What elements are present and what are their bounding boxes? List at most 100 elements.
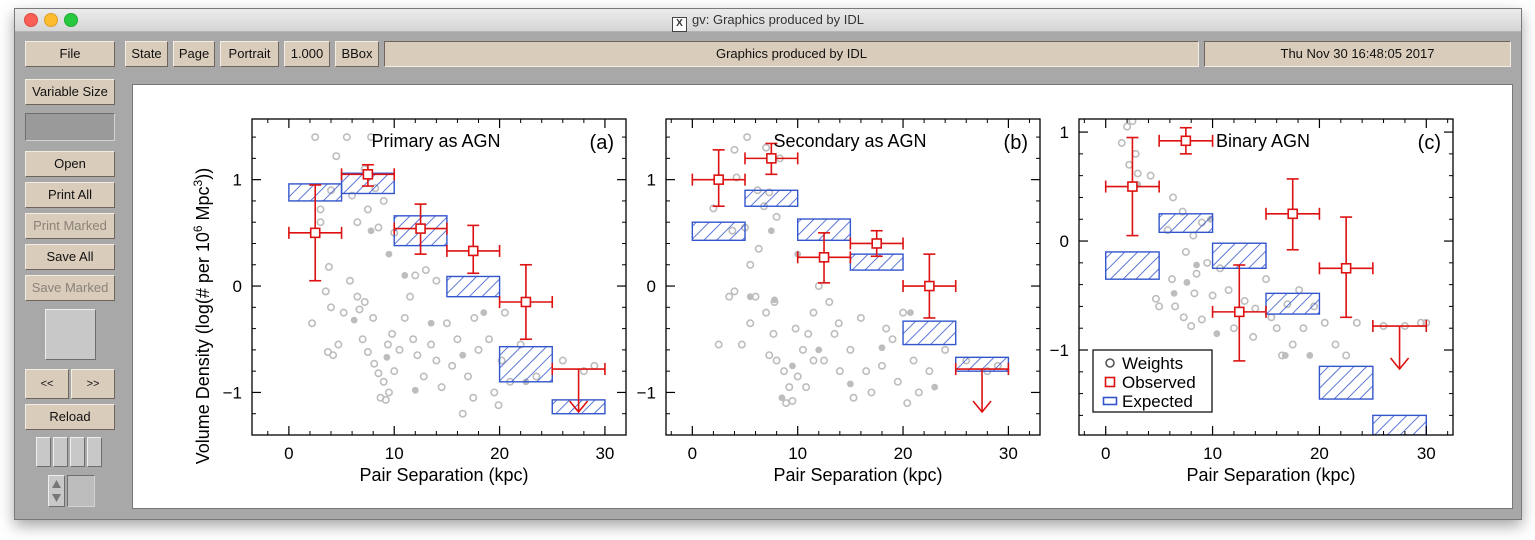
weight-point-filled: [878, 344, 886, 352]
weight-point: [809, 308, 818, 317]
weight-point: [316, 218, 325, 227]
print-all-button[interactable]: Print All: [25, 182, 115, 208]
print-marked-button[interactable]: Print Marked: [25, 213, 115, 239]
save-marked-button[interactable]: Save Marked: [25, 275, 115, 301]
mark-toggle-2[interactable]: [53, 437, 68, 467]
reload-button[interactable]: Reload: [25, 404, 115, 430]
weight-point: [1125, 160, 1134, 169]
weight-point-filled: [385, 250, 393, 258]
weight-point: [788, 396, 797, 405]
weight-point: [730, 287, 739, 296]
previous-page-button[interactable]: <<: [25, 369, 69, 399]
magstep-field[interactable]: [67, 475, 95, 507]
axes-frame: [1078, 118, 1454, 436]
page-menu-button[interactable]: Page: [173, 41, 215, 67]
variable-size-button[interactable]: Variable Size: [25, 79, 115, 105]
weight-point: [323, 348, 332, 357]
observed-marker: [818, 252, 830, 263]
magstep-arrows-icon[interactable]: [48, 475, 65, 507]
weight-point: [358, 335, 367, 344]
plot-area: [691, 133, 1010, 414]
observed-point: [340, 163, 396, 187]
weight-point: [421, 266, 430, 275]
weight-point: [419, 372, 428, 381]
weight-point: [785, 383, 794, 392]
mark-toggle-1[interactable]: [36, 437, 51, 467]
y-tick-label: 0: [647, 277, 656, 296]
page-panner[interactable]: [45, 309, 96, 360]
weight-point-filled: [383, 353, 391, 361]
weight-point: [413, 351, 422, 360]
weight-point: [1123, 122, 1132, 131]
close-window-button[interactable]: [24, 13, 38, 27]
weight-point: [406, 292, 415, 301]
legend-expected-marker: [1102, 396, 1118, 406]
chart-panel-b: 0 10 20 30 −1 0 1 Secondary as AGN (b) Pair Separ…: [637, 118, 1041, 485]
observed-point: [1265, 178, 1321, 251]
weight-point-filled: [746, 293, 754, 301]
weight-point: [334, 340, 343, 349]
weight-point: [725, 292, 734, 301]
next-page-button[interactable]: >>: [71, 369, 115, 399]
weight-point: [1251, 304, 1260, 313]
file-menu-button[interactable]: File: [25, 41, 115, 67]
weight-point: [1224, 286, 1233, 295]
weight-point-filled: [427, 319, 435, 327]
weight-point: [1272, 324, 1281, 333]
state-menu-button[interactable]: State: [125, 41, 168, 67]
legend-expected-label: Expected: [1122, 392, 1193, 411]
bbox-menu-button[interactable]: BBox: [335, 41, 379, 67]
weight-point: [379, 377, 388, 386]
upper-limit-arrow-head: [972, 400, 992, 414]
chart-title: Binary AGN: [1216, 131, 1310, 151]
weight-point: [814, 282, 823, 291]
weight-point: [590, 361, 599, 370]
x-axis-label: Pair Separation (kpc): [359, 465, 528, 485]
y-axis-label: Volume Density (log(# per 106 Mpc3)): [191, 168, 213, 465]
weight-point: [1117, 138, 1126, 147]
mark-toggle-4[interactable]: [87, 437, 102, 467]
legend-observed-label: Observed: [1122, 373, 1196, 392]
weight-point: [877, 361, 886, 370]
mark-toggle-3[interactable]: [70, 437, 85, 467]
scale-menu-button[interactable]: 1.000: [284, 41, 330, 67]
open-button[interactable]: Open: [25, 151, 115, 177]
panel-label: (a): [590, 132, 614, 154]
expected-box: [446, 275, 501, 298]
weight-point: [1203, 258, 1212, 267]
weight-point-filled: [350, 316, 358, 324]
weight-point: [802, 383, 811, 392]
weight-point: [1197, 315, 1206, 324]
upper-limit: [1372, 320, 1428, 371]
y-tick-label: 1: [233, 171, 242, 190]
minimize-window-button[interactable]: [44, 13, 58, 27]
x-tick-label: 10: [385, 444, 404, 463]
expected-box: [1158, 213, 1214, 234]
expected-box: [498, 345, 553, 383]
weight-point: [746, 260, 755, 269]
document-title-label: Graphics produced by IDL: [384, 41, 1199, 67]
page-list-field[interactable]: [25, 113, 115, 141]
weight-point: [1171, 302, 1180, 311]
document-view[interactable]: 0 10 20 30 −1 0 1 Primary as AGN (a) Pair Separat…: [132, 84, 1513, 509]
weight-point: [395, 345, 404, 354]
weight-point: [324, 262, 333, 271]
weight-point: [714, 340, 723, 349]
expected-box: [691, 221, 746, 241]
x-tick-label: 20: [1310, 444, 1329, 463]
observed-marker: [362, 169, 374, 180]
weight-point: [1131, 149, 1140, 158]
observed-marker: [467, 245, 479, 257]
weight-point: [494, 401, 503, 410]
weight-point-filled: [1193, 261, 1200, 269]
weight-point: [1229, 324, 1238, 333]
weight-point: [321, 287, 330, 296]
orientation-menu-button[interactable]: Portrait: [220, 41, 279, 67]
weight-point: [363, 348, 372, 357]
weight-point: [834, 319, 843, 328]
save-all-button[interactable]: Save All: [25, 244, 115, 270]
zoom-window-button[interactable]: [64, 13, 78, 27]
observed-marker: [1127, 181, 1138, 192]
weight-point: [925, 367, 934, 376]
